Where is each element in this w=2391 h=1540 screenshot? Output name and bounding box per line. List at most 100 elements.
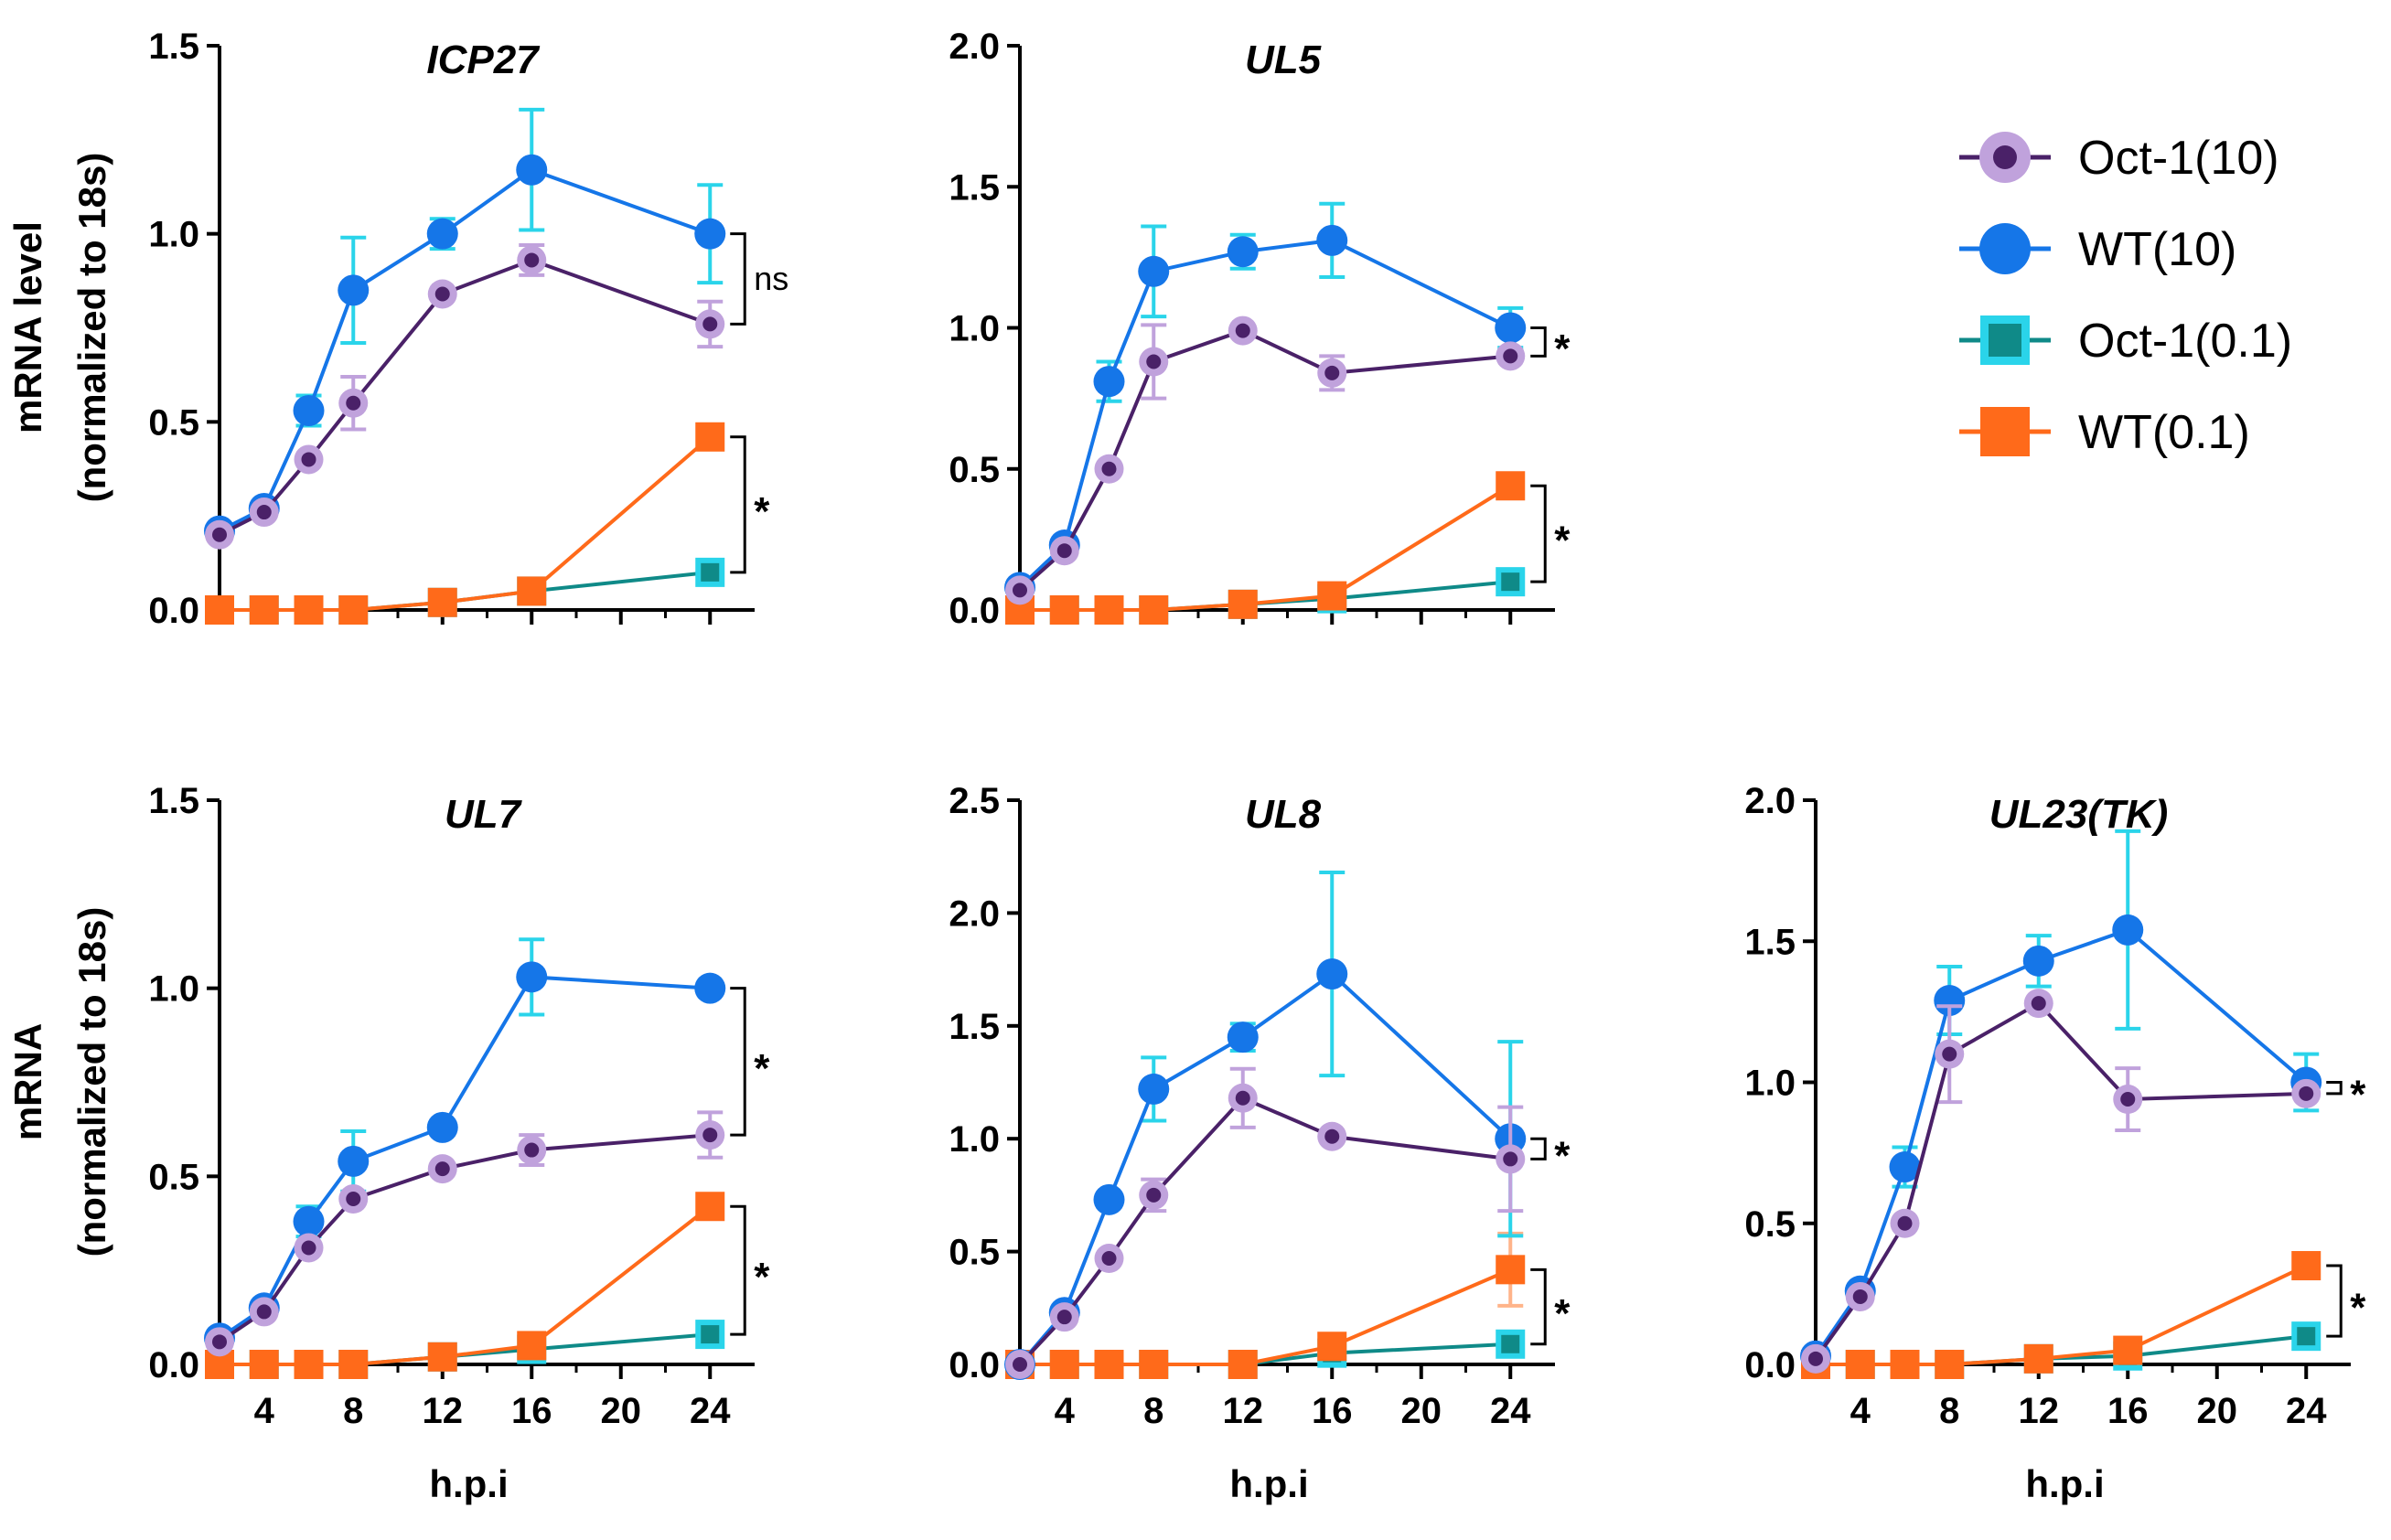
x-axis-title: h.p.i [2025,1462,2104,1505]
data-point-core [1235,1090,1250,1106]
x-tick-label: 24 [1490,1391,1531,1431]
significance-bracket: ns [730,232,788,326]
data-point [517,1331,547,1361]
significance-bracket: * [2326,1264,2366,1338]
series-line [1018,971,1512,1366]
bracket-line [1530,1137,1547,1160]
y-axis-titles: mRNA level (normalized to 18s) mRNA (normal… [6,153,113,1257]
data-point-core [212,1334,227,1350]
data-point [294,595,324,625]
series-wt01 [1005,1231,1526,1379]
x-tick-label: 16 [1312,1391,1353,1431]
data-point [1227,1021,1259,1053]
data-point [695,1192,725,1222]
data-point-core [1324,365,1340,380]
series-wt01 [205,1192,725,1379]
series-wt10 [1004,870,1527,1380]
y-axis-title-line2: (normalized to 18s) [70,153,113,503]
x-tick-label: 20 [1401,1391,1442,1431]
y-tick-label: 2.0 [949,27,1000,67]
x-tick-label: 12 [423,1391,464,1431]
data-point [293,1205,325,1237]
data-point [249,1350,279,1379]
data-point-core [1101,461,1117,476]
series-line [220,570,711,612]
y-tick-label: 1.0 [1744,1064,1796,1104]
panel-ul7: 0.0 0.5 1.0 1.5 4 8 12 16 20 24 UL7 h.p.i * * [148,781,770,1505]
data-point [1093,366,1125,398]
series-wt10 [1800,829,2322,1372]
data-point-core [1808,1351,1823,1366]
x-tick-label: 24 [690,1391,731,1431]
x-tick-label: 12 [2019,1391,2060,1431]
y-tick-label: 0.0 [148,591,199,631]
legend-label: Oct-1(0.1) [2078,315,2292,368]
x-tick-label: 8 [1143,1391,1163,1431]
data-point [517,576,547,606]
y-tick-label: 1.0 [148,969,199,1010]
data-point [294,1350,324,1379]
legend-item-oct1-01: Oct-1(0.1) [1959,315,2292,368]
y-tick-label: 1.0 [949,309,1000,349]
data-point-core [1101,1251,1117,1267]
data-point [2023,1343,2053,1374]
significance-label: * [754,489,770,534]
data-point [338,1145,370,1177]
panel-title: UL8 [1245,792,1322,837]
series-oct1-10 [205,243,725,550]
series-line [1816,1334,2307,1366]
significance-label: * [1554,326,1571,371]
significance-bracket: * [1530,484,1571,583]
series-oct1-01 [1801,1321,2321,1379]
panel-title: UL23(TK) [1989,792,2169,837]
legend-label: WT(0.1) [2078,406,2250,459]
data-point-core [1146,1187,1162,1203]
x-tick-label: 24 [2286,1391,2327,1431]
data-point [1139,595,1169,625]
series-oct1-01 [205,557,725,625]
data-point [2112,914,2144,946]
data-point [1317,1331,1347,1362]
series-wt10 [204,937,726,1354]
data-point-core [346,1192,361,1207]
y-tick-label: 1.5 [949,167,1000,208]
data-point-core [1942,1046,1957,1062]
bracket-line [2326,1081,2343,1096]
data-point-core [2120,1092,2136,1107]
data-point [1845,1350,1875,1379]
legend-item-wt10: WT(10) [1959,223,2236,276]
y-tick-label: 0.5 [148,1157,199,1197]
legend-marker-core [1993,145,2017,169]
data-point-core [1503,348,1518,364]
data-point-core [1503,1151,1518,1167]
data-point [427,587,457,617]
series-wt01 [1005,471,1526,625]
data-point [1495,312,1527,344]
y-tick-label: 0.5 [1744,1204,1796,1245]
series-oct1-10 [1801,989,2321,1374]
data-point [694,218,726,250]
series-line [1814,927,2308,1357]
data-point-core [1013,1357,1027,1372]
data-point-core [524,252,540,268]
significance-label: * [754,1255,770,1299]
data-point [1049,1350,1079,1379]
x-tick-label: 12 [1223,1391,1264,1431]
data-point [426,1111,458,1143]
legend-marker-core [1989,324,2021,357]
legend-marker [1979,223,2031,274]
significance-bracket: * [2326,1073,2366,1118]
x-tick-label: 4 [1850,1391,1871,1431]
data-point [1094,595,1124,625]
data-point-core [301,1240,316,1256]
data-point [338,274,370,306]
x-axis-title: h.p.i [1229,1462,1308,1505]
bracket-line [2326,1264,2343,1338]
bracket-line [730,232,746,326]
data-point [1139,1350,1169,1379]
y-tick-label: 1.0 [148,215,199,255]
y-tick-label: 2.0 [949,893,1000,934]
data-point-core [524,1142,540,1158]
data-point [695,422,725,452]
